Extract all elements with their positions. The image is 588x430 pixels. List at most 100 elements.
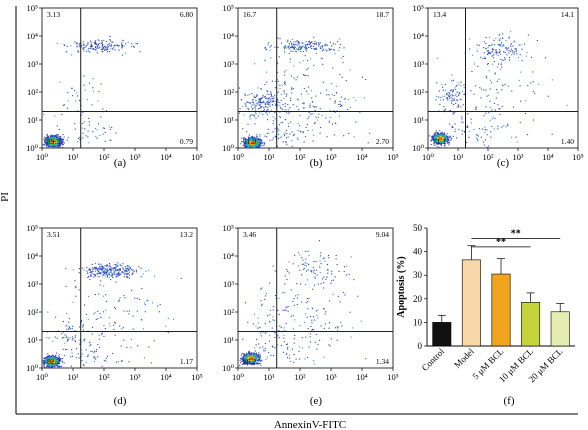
event-dot [259, 347, 261, 349]
event-dot [83, 84, 85, 86]
event-dot [260, 143, 262, 145]
event-dot [271, 139, 273, 141]
event-dot [112, 272, 114, 274]
event-dot [138, 298, 141, 300]
event-dot [503, 85, 505, 87]
event-dot [291, 92, 293, 94]
event-dot [283, 90, 285, 92]
event-dot [269, 46, 271, 48]
event-dot [293, 134, 295, 136]
event-dot [507, 48, 509, 50]
event-dot [447, 99, 449, 101]
event-dot [262, 96, 264, 98]
event-dot [80, 46, 82, 48]
event-dot [51, 141, 53, 143]
event-dot [46, 141, 48, 143]
event-dot [300, 48, 302, 50]
event-dot [484, 57, 486, 59]
event-dot [244, 361, 247, 363]
event-dot [117, 44, 119, 47]
event-dot [87, 318, 89, 320]
event-dot [346, 265, 348, 267]
event-dot [514, 48, 516, 50]
event-dot [431, 137, 434, 140]
event-dot [78, 357, 80, 359]
event-dot [248, 361, 250, 363]
event-dot [252, 323, 254, 325]
event-dot [305, 302, 307, 304]
event-dot [297, 138, 299, 140]
event-dot [62, 348, 64, 350]
event-dot [287, 348, 289, 350]
event-dot [443, 106, 445, 108]
event-dot [252, 352, 254, 354]
event-dot [74, 336, 76, 338]
event-dot [115, 270, 118, 272]
event-dot [288, 47, 290, 49]
event-dot [57, 365, 59, 367]
event-dot [251, 108, 253, 110]
event-dot [497, 63, 500, 65]
event-dot [485, 89, 487, 91]
event-dot [64, 334, 66, 336]
event-dot [71, 349, 73, 351]
event-dot [294, 133, 296, 135]
event-dot [76, 43, 78, 45]
event-dot [299, 62, 301, 64]
event-dot [55, 359, 57, 362]
event-dot [243, 358, 245, 360]
event-dot [248, 134, 250, 136]
event-dot [255, 100, 257, 102]
y-tick-label: 10⁰ [222, 143, 235, 153]
event-dot [98, 293, 100, 295]
event-dot [51, 363, 53, 365]
event-dot [309, 46, 311, 48]
event-dot [117, 265, 119, 267]
event-dot [240, 358, 242, 360]
event-dot [270, 93, 272, 95]
event-dot [78, 272, 80, 274]
event-dot [47, 141, 49, 143]
event-dot [104, 265, 106, 267]
y-tick-label: 10¹ [27, 335, 39, 345]
event-dot [486, 134, 488, 136]
x-tick-label: 10⁵ [191, 152, 203, 162]
event-dot [335, 92, 338, 94]
event-dot [329, 49, 331, 51]
event-dot [143, 302, 146, 304]
event-dot [536, 39, 538, 42]
event-dot [285, 96, 287, 98]
event-dot [87, 295, 90, 298]
event-dot [110, 271, 112, 273]
event-dot [98, 42, 100, 45]
event-dot [257, 144, 259, 147]
flow-panel-a: 10⁰ 10¹ 10² 10³ 10⁴ 10⁵10⁰10¹10²10³10⁴10⁵3.13… [26, 3, 203, 169]
event-dot [311, 97, 313, 99]
event-dot [551, 133, 553, 135]
event-dots [42, 262, 182, 369]
event-dot [96, 47, 98, 49]
event-dot [104, 272, 106, 275]
event-dot [240, 143, 242, 145]
event-dot [143, 357, 146, 359]
event-dot [483, 52, 485, 54]
event-dot [58, 128, 60, 130]
event-dot [264, 298, 266, 300]
event-dot [95, 42, 97, 45]
event-dot [316, 269, 318, 271]
event-dot [279, 117, 282, 119]
event-dot [250, 136, 252, 138]
event-dot [496, 51, 498, 53]
event-dot [117, 275, 119, 277]
event-dot [117, 274, 119, 276]
event-dot [250, 359, 252, 361]
event-dot [50, 141, 52, 143]
event-dot [95, 40, 97, 42]
event-dot [534, 92, 536, 94]
event-dot [95, 43, 97, 45]
event-dot [479, 128, 481, 130]
event-dot [59, 366, 61, 368]
event-dot [249, 363, 251, 365]
event-dot [520, 44, 522, 46]
event-dot [324, 45, 326, 47]
